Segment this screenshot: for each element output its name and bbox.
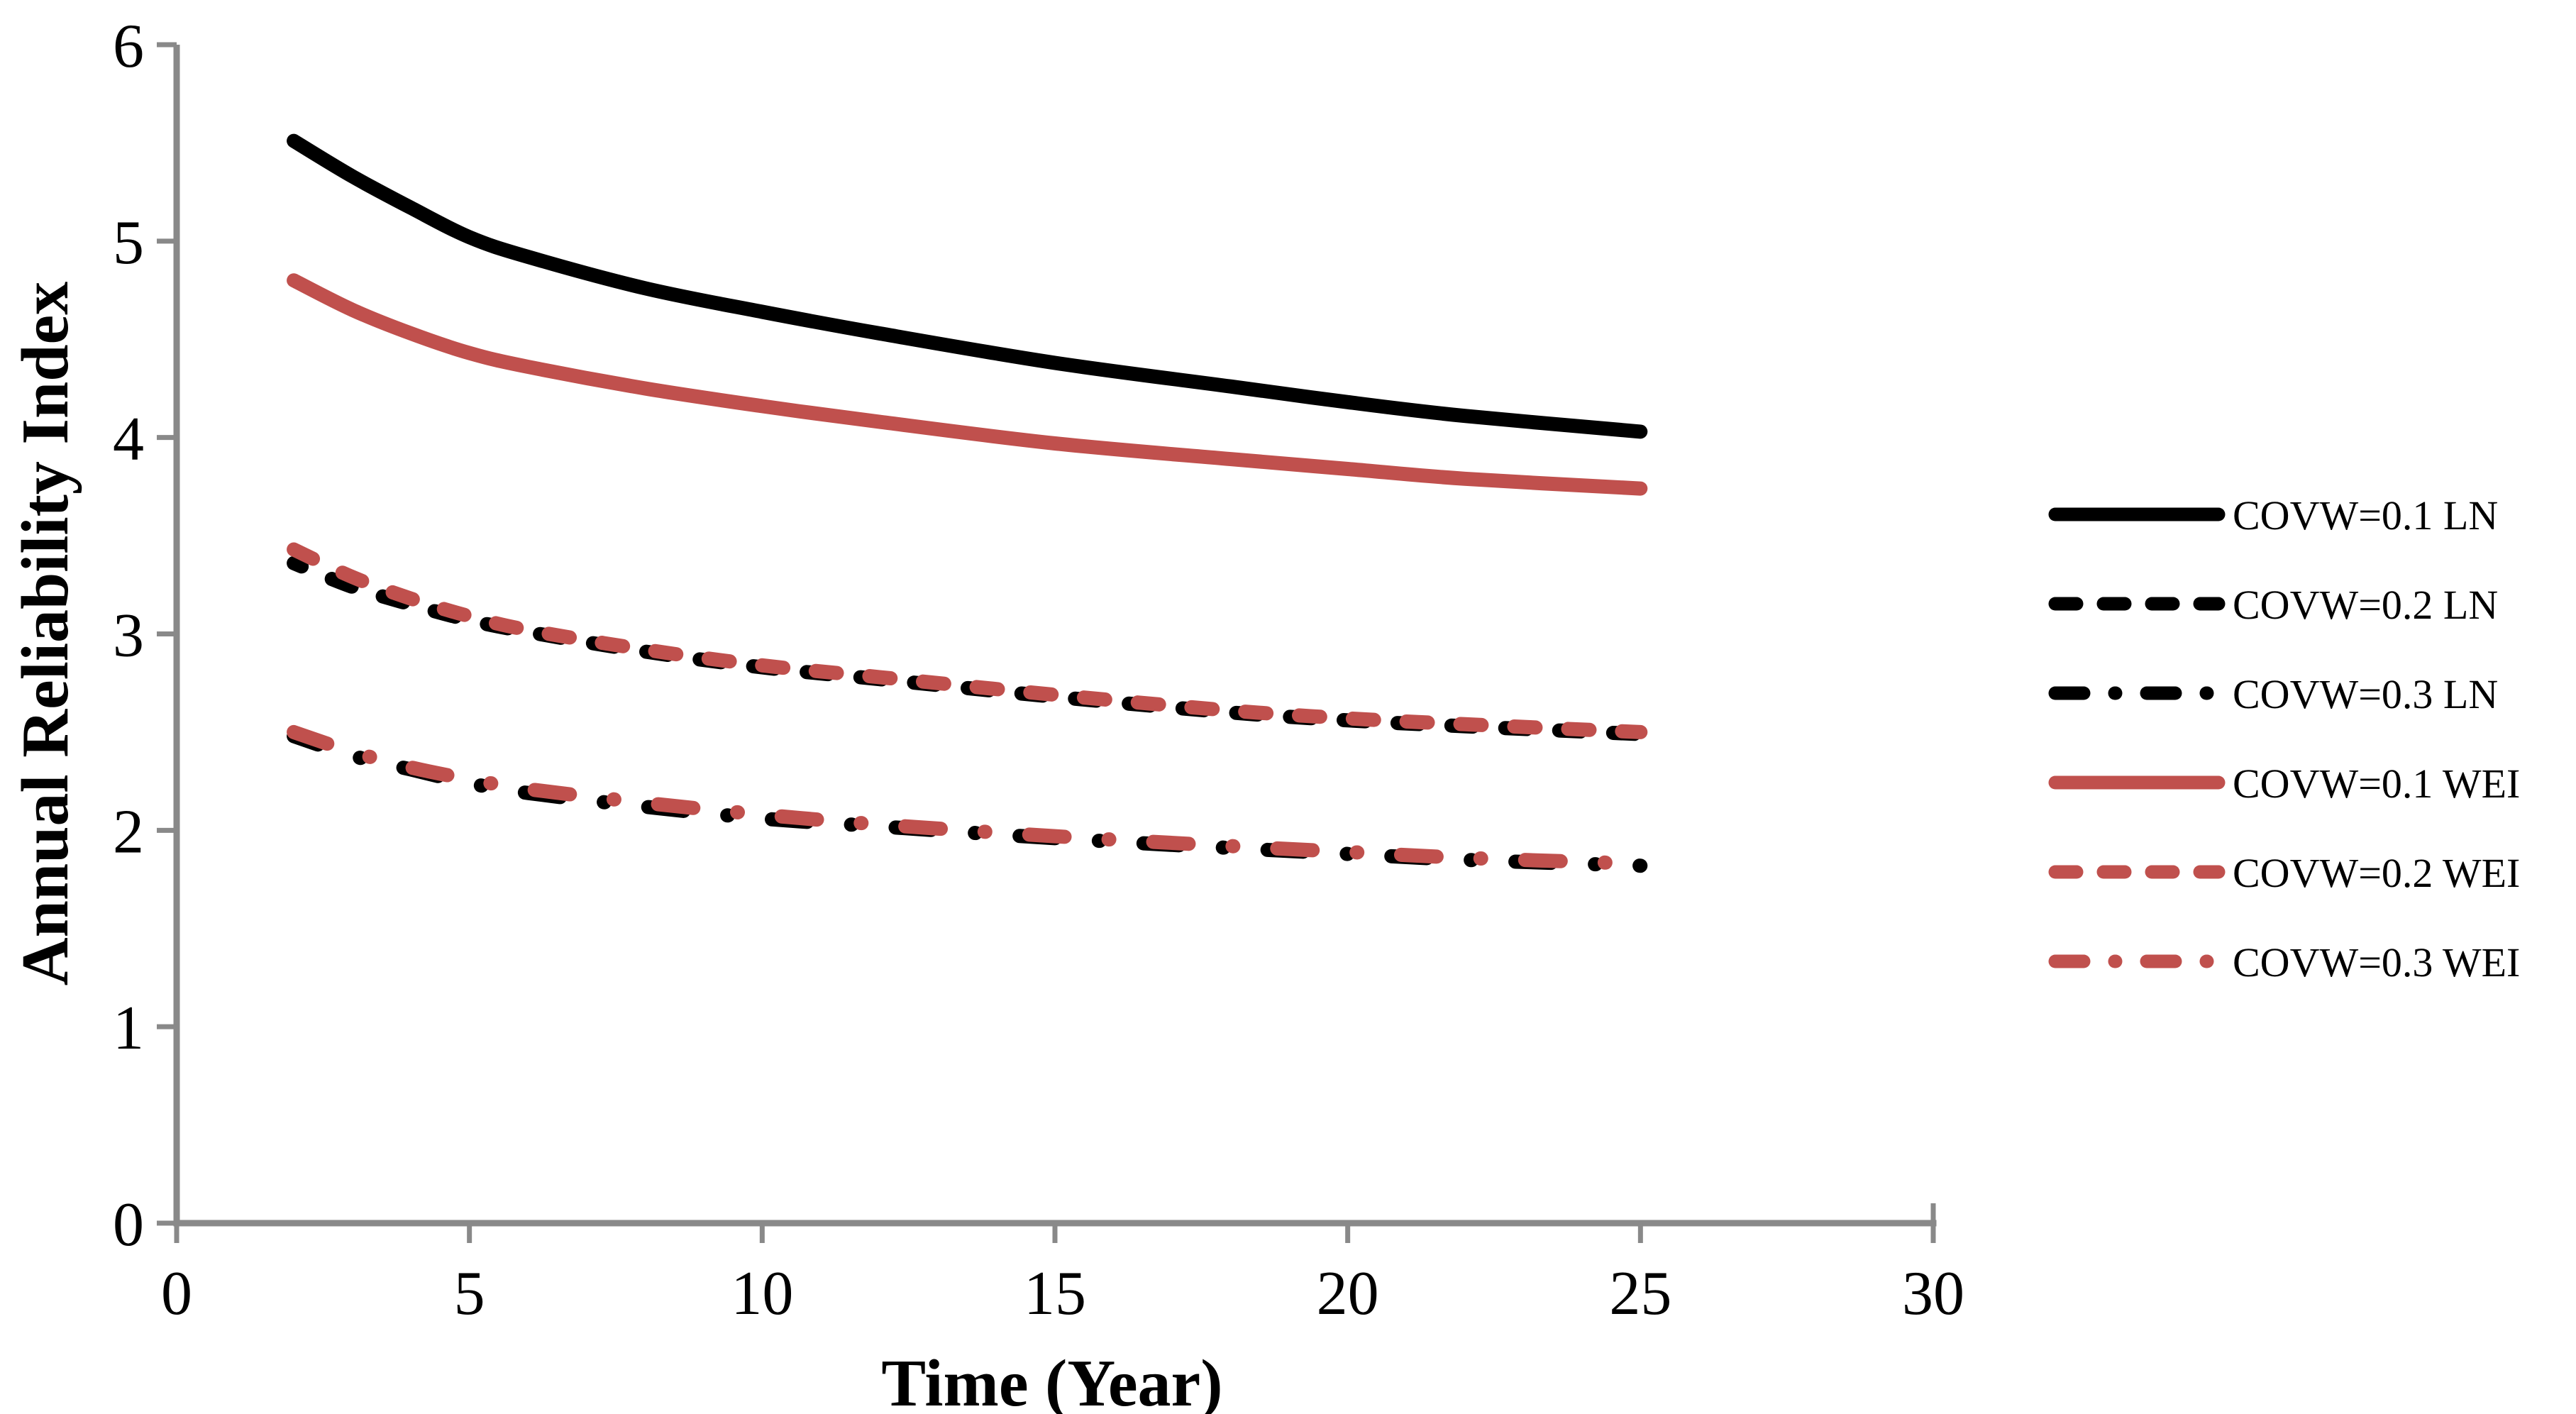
- legend-label: COVW=0.1 LN: [2233, 492, 2498, 538]
- legend-entry: COVW=0.3 LN: [2048, 671, 2498, 717]
- y-tick-label: 3: [113, 602, 144, 670]
- y-tick-label: 0: [113, 1191, 144, 1259]
- axes: 0 1 2 3 4 5 6 0 5 10 15 20 25 30: [113, 12, 1964, 1328]
- legend-entry: COVW=0.2 WEI: [2048, 850, 2520, 896]
- x-tick-label: 10: [731, 1259, 793, 1328]
- legend-label: COVW=0.3 WEI: [2233, 939, 2520, 985]
- y-tick-label: 4: [113, 405, 144, 474]
- legend-entry: COVW=0.2 LN: [2048, 582, 2498, 628]
- y-tick-label: 5: [113, 209, 144, 277]
- legend-entry: COVW=0.3 WEI: [2048, 939, 2520, 985]
- x-tick-label: 25: [1609, 1259, 1671, 1328]
- x-tick-label: 5: [454, 1259, 485, 1328]
- legend-label: COVW=0.2 LN: [2233, 582, 2498, 628]
- legend-label: COVW=0.2 WEI: [2233, 850, 2520, 896]
- series-line-6: [287, 724, 1648, 871]
- x-tick-label: 0: [161, 1259, 192, 1328]
- x-tick-label: 15: [1024, 1259, 1086, 1328]
- series-line-1: [287, 133, 1648, 439]
- x-tick-label: 20: [1317, 1259, 1379, 1328]
- legend-entry: COVW=0.1 LN: [2048, 492, 2498, 538]
- x-tick-label: 30: [1902, 1259, 1964, 1328]
- legend-entry: COVW=0.1 WEI: [2048, 761, 2520, 807]
- y-tick-label: 2: [113, 797, 144, 866]
- y-tick-label: 1: [113, 994, 144, 1063]
- series-line-2: [287, 556, 1648, 741]
- y-tick-label: 6: [113, 12, 144, 81]
- y-axis-title: Annual Reliability Index: [9, 282, 82, 985]
- series-line-5: [287, 542, 1648, 739]
- series-line-4: [287, 273, 1648, 496]
- legend-label: COVW=0.3 LN: [2233, 671, 2498, 717]
- series-line-3: [287, 729, 1648, 873]
- x-axis-title: Time (Year): [881, 1347, 1222, 1414]
- legend-label: COVW=0.1 WEI: [2233, 761, 2520, 807]
- data-series: [287, 133, 1648, 873]
- legend: COVW=0.1 LN COVW=0.2 LN COVW=0.3 LN COVW=0.…: [2048, 492, 2520, 985]
